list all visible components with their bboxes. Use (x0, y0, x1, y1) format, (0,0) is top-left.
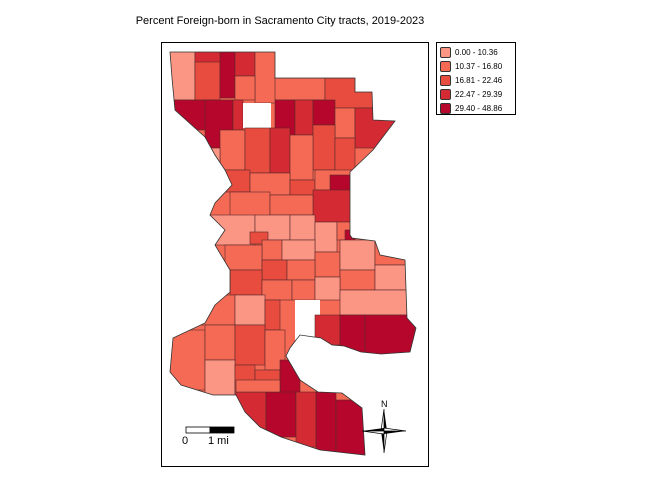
tract (261, 259, 288, 281)
legend-item: 16.81 - 22.46 (440, 74, 502, 86)
tract (199, 294, 236, 326)
tract (261, 239, 283, 261)
tract (334, 137, 356, 174)
tract (335, 399, 367, 455)
tract (229, 191, 271, 218)
scale-bar (185, 426, 235, 434)
tract (269, 127, 291, 174)
legend-label: 0.00 - 10.36 (455, 47, 498, 57)
north-label: N (381, 399, 388, 409)
tract (232, 99, 244, 131)
tract (314, 314, 341, 346)
legend-item: 29.40 - 48.86 (440, 102, 502, 114)
tract (364, 314, 416, 356)
tract (224, 244, 263, 271)
tract (314, 251, 341, 278)
legend-swatch (440, 88, 451, 100)
legend: 0.00 - 10.36 10.37 - 16.80 16.81 - 22.46… (436, 42, 516, 115)
tract (234, 294, 266, 326)
legend-swatch (440, 46, 451, 58)
legend-item: 10.37 - 16.80 (440, 60, 502, 72)
tract (286, 259, 316, 281)
tract (289, 134, 314, 181)
tract (279, 359, 301, 396)
tract (312, 124, 336, 171)
tract (339, 269, 376, 291)
tract (261, 279, 293, 301)
tract (265, 391, 297, 438)
tract (354, 107, 401, 149)
tract (294, 99, 314, 136)
legend-swatch (440, 60, 451, 72)
tract (339, 289, 411, 316)
tract (295, 391, 317, 448)
tract (244, 127, 271, 174)
legend-swatch (440, 102, 451, 114)
tract-hole (243, 103, 271, 128)
tract (281, 239, 316, 261)
tract (219, 169, 251, 193)
legend-label: 10.37 - 16.80 (455, 61, 503, 71)
tract (312, 99, 336, 126)
tract (315, 391, 337, 453)
tract (204, 324, 236, 361)
tract (234, 75, 256, 101)
tract (249, 172, 291, 196)
tract (334, 107, 356, 139)
tract (264, 299, 281, 331)
tract (219, 129, 246, 171)
tract (339, 239, 376, 271)
map-title: Percent Foreign-born in Sacramento City … (135, 15, 425, 27)
tract (374, 264, 411, 291)
tract (314, 276, 341, 301)
legend-label: 16.81 - 22.46 (455, 75, 503, 85)
legend-label: 29.40 - 48.86 (455, 103, 503, 113)
legend-swatch (440, 74, 451, 86)
tract (312, 189, 356, 223)
scale-start-label: 0 (182, 435, 189, 447)
tract (229, 269, 263, 296)
tract (170, 52, 196, 101)
legend-item: 22.47 - 29.39 (440, 88, 502, 100)
tract (274, 77, 326, 101)
north-arrow-icon (361, 408, 407, 454)
map-frame (161, 42, 429, 467)
tract (194, 61, 221, 101)
tract (170, 329, 206, 391)
tract (289, 179, 316, 196)
scale-end-label: 1 mi (208, 435, 229, 447)
legend-item: 0.00 - 10.36 (440, 46, 498, 58)
tract (269, 194, 314, 216)
tract (314, 221, 338, 253)
tract (235, 379, 281, 393)
tract (209, 214, 256, 246)
tract (235, 391, 267, 438)
tract (291, 279, 316, 301)
tract (219, 52, 236, 99)
tract (234, 324, 266, 366)
legend-label: 22.47 - 29.39 (455, 89, 503, 99)
tract (204, 147, 221, 189)
tract (204, 359, 236, 396)
tract (289, 214, 316, 241)
